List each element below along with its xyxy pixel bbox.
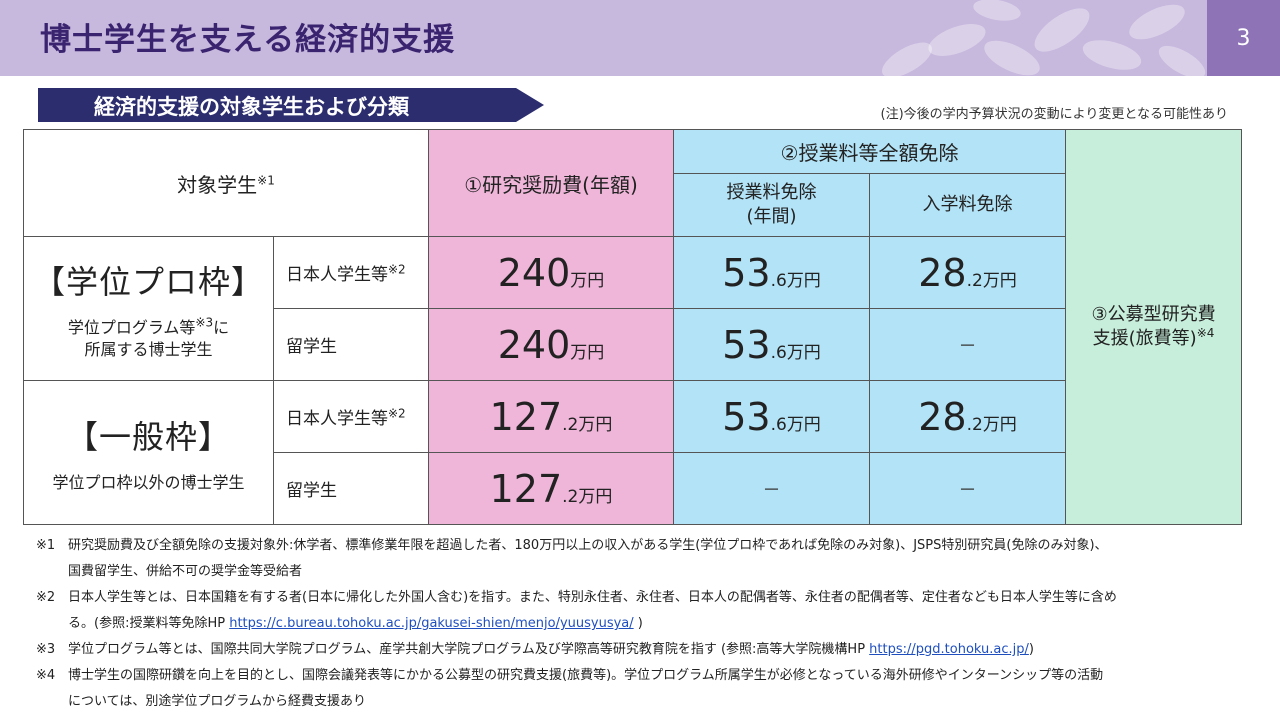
value-int: 127 bbox=[489, 466, 563, 511]
row-label-text: 日本人学生等 bbox=[286, 409, 388, 429]
group-general: 【一般枠】 学位プロ枠以外の博士学生 bbox=[23, 380, 274, 525]
travel-support-line2: 支援(旅費等) bbox=[1092, 328, 1197, 349]
cell-tuition: 53.6万円 bbox=[673, 236, 871, 309]
row-label-text: 日本人学生等 bbox=[286, 265, 388, 285]
footnote-mark: ※2 bbox=[36, 590, 56, 605]
footnote-text: ) bbox=[1028, 642, 1034, 657]
travel-support-line1: ③公募型研究費 bbox=[1091, 304, 1216, 325]
value-unit: 万円 bbox=[982, 414, 1017, 435]
group-name: 【一般枠】 bbox=[65, 417, 231, 456]
value-int: 28 bbox=[918, 250, 967, 295]
group-name: 【学位プロ枠】 bbox=[32, 262, 264, 301]
value-unit: 万円 bbox=[786, 342, 821, 363]
footnote-3: ※3 学位プログラム等とは、国際共同大学院プログラム、産学共創大学院プログラム及… bbox=[36, 637, 1236, 663]
budget-note: (注)今後の学内予算状況の変動により変更となる可能性あり bbox=[880, 107, 1229, 122]
value-unit: 万円 bbox=[578, 486, 613, 507]
row-label-japanese: 日本人学生等※2 bbox=[272, 236, 430, 309]
value-dec: .6 bbox=[770, 342, 787, 363]
travel-support-ref: ※4 bbox=[1196, 326, 1215, 340]
footnote-text: 国費留学生、併給不可の奨学金等受給者 bbox=[68, 564, 303, 579]
group-description: 学位プログラム等※3に 所属する博士学生 bbox=[25, 315, 273, 361]
section-arrow-shape bbox=[38, 88, 544, 122]
row-label-international: 留学生 bbox=[272, 452, 430, 525]
value-unit: 万円 bbox=[570, 342, 605, 363]
section-label: 経済的支援の対象学生および分類 bbox=[38, 88, 544, 122]
footnote-text: については、別途学位プログラムから経費支援あり bbox=[68, 694, 366, 709]
value-int: 53 bbox=[722, 394, 771, 439]
value-int: 127 bbox=[489, 394, 563, 439]
cell-tuition: 53.6万円 bbox=[673, 308, 871, 381]
cell-grant: 127.2万円 bbox=[428, 452, 675, 525]
tuition-header-line2: (年間) bbox=[746, 206, 797, 227]
col-admission-header: 入学料免除 bbox=[869, 173, 1067, 237]
support-table: 対象学生※1 ①研究奨励費(年額) ②授業料等全額免除 ③公募型研究費 支援(旅… bbox=[22, 129, 1243, 525]
footnote-text: 学位プログラム等とは、国際共同大学院プログラム、産学共創大学院プログラム及び学際… bbox=[68, 642, 870, 657]
target-students-header: 対象学生※1 bbox=[22, 129, 430, 237]
footnote-text: 博士学生の国際研鑽を向上を目的とし、国際会議発表等にかかる公募型の研究費支援(旅… bbox=[68, 668, 1104, 683]
value-unit: 万円 bbox=[786, 270, 821, 291]
col-tuition-exemption-header: ②授業料等全額免除 bbox=[673, 129, 1067, 174]
footnote-mark: ※4 bbox=[36, 668, 56, 683]
cell-admission: 28.2万円 bbox=[869, 236, 1067, 309]
value-dec: .2 bbox=[562, 414, 579, 435]
tuition-header-line1: 授業料免除 bbox=[726, 182, 817, 203]
value-dec: .6 bbox=[770, 270, 787, 291]
cell-grant: 127.2万円 bbox=[428, 380, 675, 453]
cell-tuition: 53.6万円 bbox=[673, 380, 871, 453]
value-int: 240 bbox=[497, 322, 571, 367]
footnote-text: る。(参照:授業料等免除HP bbox=[68, 616, 230, 631]
group-degree-program: 【学位プロ枠】 学位プログラム等※3に 所属する博士学生 bbox=[23, 236, 274, 381]
row-label-ref: ※2 bbox=[388, 406, 406, 421]
value-unit: 万円 bbox=[570, 270, 605, 291]
footnotes: ※1 研究奨励費及び全額免除の支援対象外:休学者、標準修業年限を超過した者、18… bbox=[36, 533, 1236, 715]
group-desc-text-b: に bbox=[213, 317, 230, 337]
footnote-mark: ※1 bbox=[36, 538, 56, 553]
pgd-link[interactable]: https://pgd.tohoku.ac.jp/ bbox=[869, 642, 1029, 657]
footnote-text: 日本人学生等とは、日本国籍を有する者(日本に帰化した外国人含む)を指す。また、特… bbox=[68, 590, 1117, 605]
footnote-mark: ※3 bbox=[36, 642, 56, 657]
group-description: 学位プロ枠以外の博士学生 bbox=[52, 472, 245, 492]
row-label-ref: ※2 bbox=[388, 262, 406, 277]
value-int: 53 bbox=[722, 250, 771, 295]
col-research-grant-header: ①研究奨励費(年額) bbox=[428, 129, 675, 237]
cell-admission-none: － bbox=[869, 452, 1067, 525]
target-header-ref: ※1 bbox=[257, 172, 275, 187]
value-int: 53 bbox=[722, 322, 771, 367]
value-dec: .2 bbox=[966, 414, 983, 435]
cell-grant: 240万円 bbox=[428, 308, 675, 381]
header-bar: 博士学生を支える経済的支援 bbox=[0, 0, 1207, 76]
value-int: 28 bbox=[918, 394, 967, 439]
page-number: 3 bbox=[1207, 0, 1280, 76]
section-label-text: 経済的支援の対象学生および分類 bbox=[94, 95, 409, 119]
footnote-text: 研究奨励費及び全額免除の支援対象外:休学者、標準修業年限を超過した者、180万円… bbox=[68, 538, 1108, 553]
group-desc-text: 学位プログラム等 bbox=[67, 317, 196, 337]
group-desc-ref: ※3 bbox=[195, 315, 214, 330]
value-dec: .6 bbox=[770, 414, 787, 435]
cell-admission-none: － bbox=[869, 308, 1067, 381]
footnote-4: ※4 博士学生の国際研鑽を向上を目的とし、国際会議発表等にかかる公募型の研究費支… bbox=[36, 663, 1236, 715]
target-header-text: 対象学生 bbox=[177, 172, 258, 197]
row-label-international: 留学生 bbox=[272, 308, 430, 381]
value-unit: 万円 bbox=[786, 414, 821, 435]
cell-grant: 240万円 bbox=[428, 236, 675, 309]
footnote-2: ※2 日本人学生等とは、日本国籍を有する者(日本に帰化した外国人含む)を指す。ま… bbox=[36, 585, 1236, 637]
cell-admission: 28.2万円 bbox=[869, 380, 1067, 453]
cell-tuition-none: － bbox=[673, 452, 871, 525]
footnote-text: ) bbox=[633, 616, 643, 631]
col-travel-support: ③公募型研究費 支援(旅費等)※4 bbox=[1065, 129, 1243, 525]
footnote-1: ※1 研究奨励費及び全額免除の支援対象外:休学者、標準修業年限を超過した者、18… bbox=[36, 533, 1236, 585]
leaf-decoration-icon bbox=[882, 0, 1206, 76]
page-title: 博士学生を支える経済的支援 bbox=[40, 22, 456, 58]
exemption-link[interactable]: https://c.bureau.tohoku.ac.jp/gakusei-sh… bbox=[229, 616, 634, 631]
value-int: 240 bbox=[497, 250, 571, 295]
group-desc-line2: 所属する博士学生 bbox=[84, 339, 213, 359]
value-dec: .2 bbox=[966, 270, 983, 291]
value-unit: 万円 bbox=[578, 414, 613, 435]
value-dec: .2 bbox=[562, 486, 579, 507]
value-unit: 万円 bbox=[982, 270, 1017, 291]
col-tuition-header: 授業料免除 (年間) bbox=[673, 173, 871, 237]
row-label-japanese: 日本人学生等※2 bbox=[272, 380, 430, 453]
